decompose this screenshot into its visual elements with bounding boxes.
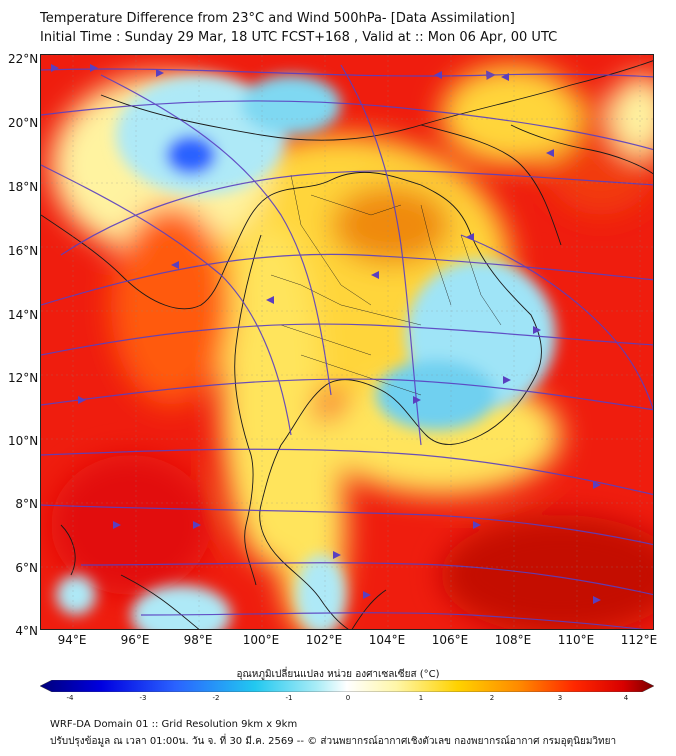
- lat-label-12n: 12°N: [8, 371, 39, 385]
- coastlines: [41, 60, 653, 629]
- lon-label-98e: 98°E: [183, 633, 213, 647]
- lon-label-110e: 110°E: [557, 633, 595, 647]
- colorbar: [40, 680, 654, 692]
- lon-label-100e: 100°E: [242, 633, 280, 647]
- lat-label-6n: 6°N: [15, 561, 38, 575]
- lon-label-108e: 108°E: [494, 633, 532, 647]
- cold-anomalies: [56, 75, 556, 629]
- colorbar-tick-neg3: -3: [139, 694, 147, 702]
- lat-label-4n: 4°N: [15, 624, 38, 638]
- lat-label-8n: 8°N: [15, 497, 38, 511]
- weather-map: [40, 54, 654, 630]
- lat-label-20n: 20°N: [8, 116, 39, 130]
- wind-arrows: [51, 64, 601, 604]
- footer-model-info: WRF-DA Domain 01 :: Grid Resolution 9km …: [50, 719, 298, 730]
- map-subtitle: Initial Time : Sunday 29 Mar, 18 UTC FCS…: [40, 30, 558, 45]
- lon-label-104e: 104°E: [368, 633, 406, 647]
- colorbar-tick-4: 4: [623, 694, 629, 702]
- map-title: Temperature Difference from 23°C and Win…: [40, 11, 515, 26]
- colorbar-tick-neg1: -1: [285, 694, 293, 702]
- colorbar-label: อุณหภูมิเปลี่ยนแปลง หน่วย องศาเซลเซียส (…: [236, 669, 440, 680]
- colorbar-tick-2: 2: [489, 694, 495, 702]
- map-canvas: [41, 55, 653, 629]
- colorbar-gradient: [40, 680, 654, 692]
- lat-label-14n: 14°N: [8, 308, 39, 322]
- colorbar-tick-1: 1: [418, 694, 424, 702]
- lat-label-18n: 18°N: [8, 180, 39, 194]
- footer-credit: ปรับปรุงข้อมูล ณ เวลา 01:00น. วัน จ. ที่…: [50, 736, 617, 747]
- lon-label-102e: 102°E: [305, 633, 343, 647]
- lon-label-106e: 106°E: [431, 633, 469, 647]
- lon-label-96e: 96°E: [120, 633, 150, 647]
- colorbar-tick-neg2: -2: [212, 694, 220, 702]
- graticule: [41, 55, 653, 629]
- lat-label-22n: 22°N: [8, 52, 39, 66]
- colorbar-tick-neg4: -4: [66, 694, 74, 702]
- colorbar-tick-3: 3: [557, 694, 563, 702]
- lon-label-112e: 112°E: [620, 633, 658, 647]
- lat-label-10n: 10°N: [8, 434, 39, 448]
- wind-streamlines: [41, 64, 653, 629]
- lon-label-94e: 94°E: [57, 633, 87, 647]
- lat-label-16n: 16°N: [8, 244, 39, 258]
- colorbar-tick-0: 0: [345, 694, 351, 702]
